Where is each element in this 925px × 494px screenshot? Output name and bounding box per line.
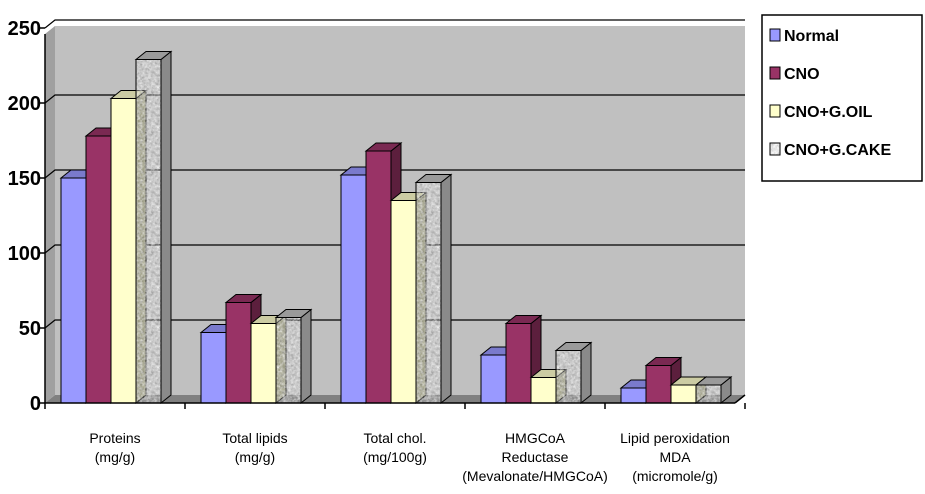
y-tick-label: 200 xyxy=(8,93,41,115)
legend-label: CNO+G.CAKE xyxy=(784,142,891,159)
bar-front xyxy=(225,302,252,404)
bar-side xyxy=(440,173,452,405)
bar-front xyxy=(620,387,647,404)
legend-swatch xyxy=(769,28,781,42)
category-label-line: (micromole/g) xyxy=(632,468,718,484)
legend-label: CNO xyxy=(784,66,820,83)
category-label-line: MDA xyxy=(659,449,691,465)
bar-side xyxy=(160,50,172,405)
bar-front xyxy=(390,200,417,404)
bar-0-3 xyxy=(134,50,173,405)
legend: Normal CNO CNO+G.OIL CNO+G.CAKE xyxy=(761,14,923,182)
y-tick-label: 150 xyxy=(8,168,41,190)
category-label: Total chol. (mg/100g) xyxy=(363,430,427,465)
bar-4-3 xyxy=(694,375,733,405)
bar-front xyxy=(60,177,87,404)
category-label: Proteins (mg/g) xyxy=(89,430,140,465)
gridline xyxy=(44,94,745,104)
bar-side xyxy=(580,341,592,405)
legend-label: Normal xyxy=(784,28,839,45)
legend-swatch xyxy=(769,66,781,80)
bar-front xyxy=(645,365,672,404)
bar-front xyxy=(110,98,137,404)
category-label-line: Total lipids xyxy=(222,430,287,446)
category-label: HMGCoA Reductase (Mevalonate/HMGCoA) xyxy=(462,430,608,484)
gridline xyxy=(44,244,745,254)
bar-front xyxy=(275,317,302,404)
legend-swatch xyxy=(769,142,781,156)
category-label-line: (mg/g) xyxy=(235,449,275,465)
bar-front xyxy=(365,150,392,404)
category-label-line: Proteins xyxy=(89,430,140,446)
bar-3-1 xyxy=(504,314,543,405)
bar-front xyxy=(415,182,442,404)
y-tick-label: 100 xyxy=(8,243,41,265)
bar-front xyxy=(250,323,277,404)
legend-label: CNO+G.OIL xyxy=(784,104,873,121)
bar-2-3 xyxy=(414,173,453,405)
category-label-line: (mg/g) xyxy=(95,449,135,465)
category-label-line: (Mevalonate/HMGCoA) xyxy=(462,468,608,484)
axes-group xyxy=(39,27,746,409)
bar-front xyxy=(505,323,532,404)
bar-side xyxy=(300,308,312,405)
category-label-line: (mg/100g) xyxy=(363,449,427,465)
category-label-line: Total chol. xyxy=(363,430,426,446)
category-label: Total lipids (mg/g) xyxy=(222,430,287,465)
bar-front xyxy=(555,350,582,404)
category-labels: Proteins (mg/g) Total lipids (mg/g) Total ch… xyxy=(89,430,730,484)
bar-3-3 xyxy=(554,341,593,405)
bar-1-3 xyxy=(274,308,313,405)
bar-front xyxy=(695,384,722,404)
bar-front xyxy=(530,377,557,404)
bar-front xyxy=(200,332,227,404)
x-axis-end xyxy=(734,394,746,404)
gridline xyxy=(44,19,745,29)
plot-side-wall xyxy=(45,26,55,403)
bar-front xyxy=(135,59,162,404)
legend-box xyxy=(761,14,923,182)
category-label: Lipid peroxidation MDA (micromole/g) xyxy=(620,430,730,484)
bar-front xyxy=(340,174,367,404)
y-tick-label: 0 xyxy=(30,393,41,415)
category-label-line: Lipid peroxidation xyxy=(620,430,730,446)
y-tick-label: 250 xyxy=(8,18,41,40)
bar-front xyxy=(480,354,507,404)
category-label-line: HMGCoA xyxy=(505,430,566,446)
y-tick-label: 50 xyxy=(19,318,41,340)
category-label-line: Reductase xyxy=(502,449,569,465)
gridline xyxy=(44,169,745,179)
legend-swatch xyxy=(769,104,781,118)
bar-front xyxy=(85,135,112,404)
y-tick-labels: 0 50 100 150 200 250 xyxy=(8,18,41,415)
bar-front xyxy=(670,384,697,404)
bars-group xyxy=(59,50,733,405)
